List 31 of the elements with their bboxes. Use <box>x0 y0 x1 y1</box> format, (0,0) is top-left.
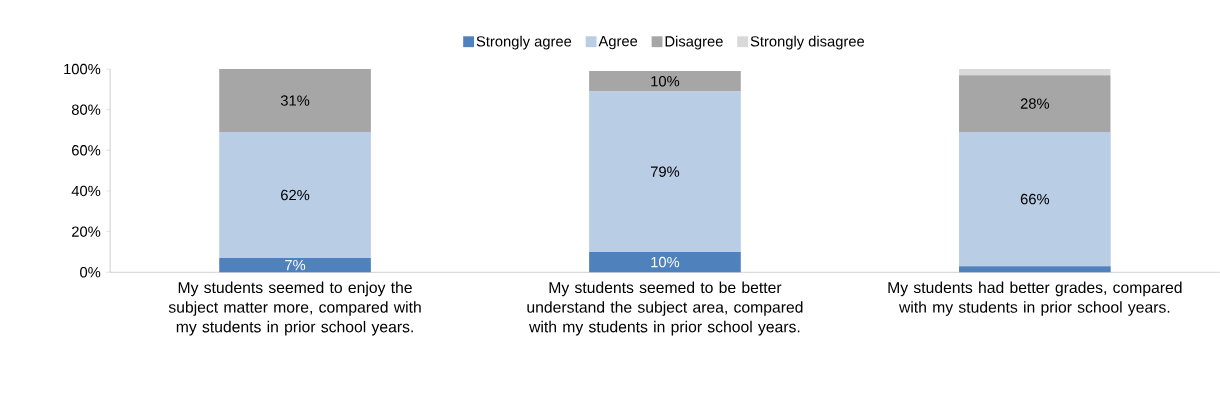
legend-label: Strongly disagree <box>750 35 865 50</box>
y-tick-label: 100% <box>64 63 101 75</box>
x-tick-label: My students had better grades, compared with my students in prior school years. <box>888 281 1182 316</box>
bar <box>589 70 741 92</box>
data-label: 62% <box>281 189 310 201</box>
bar <box>219 131 371 258</box>
data-label: 7% <box>285 259 306 271</box>
y-tick-label: 80% <box>71 104 101 115</box>
y-tick-label: 40% <box>71 185 101 197</box>
legend-label: Agree <box>598 35 638 50</box>
data-label: 28% <box>1020 98 1050 109</box>
x-tick-label: My students seemed to be better understand the subject area, compared with my students in prior school years. <box>527 281 803 336</box>
data-label: 66% <box>1020 193 1050 205</box>
legend-label: Disagree <box>665 35 723 50</box>
data-label: 10% <box>651 75 680 87</box>
data-label: 31% <box>280 95 310 106</box>
data-label: 79% <box>650 166 680 177</box>
data-label: 10% <box>651 256 680 268</box>
bar <box>589 251 741 273</box>
legend-label: Strongly agree <box>476 35 572 50</box>
y-tick-label: 0% <box>80 266 101 278</box>
y-tick-label: 60% <box>72 144 101 156</box>
x-tick-label: My students seemed to enjoy the subject matter more, compared with my students in prior school years. <box>168 281 421 336</box>
bar <box>959 75 1111 132</box>
bar <box>219 257 371 273</box>
bar <box>959 266 1111 273</box>
bar <box>589 91 741 252</box>
y-tick-label: 20% <box>72 226 101 237</box>
bar <box>959 131 1111 267</box>
bar <box>219 68 371 132</box>
bar <box>959 68 1111 76</box>
